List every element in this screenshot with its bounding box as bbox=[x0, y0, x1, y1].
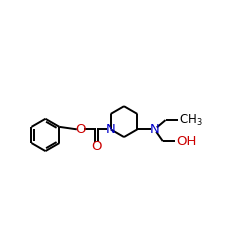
Text: N: N bbox=[106, 123, 116, 136]
Text: O: O bbox=[91, 140, 102, 153]
Text: O: O bbox=[76, 123, 86, 136]
Text: N: N bbox=[150, 123, 160, 136]
Text: OH: OH bbox=[176, 135, 197, 148]
Text: CH$_3$: CH$_3$ bbox=[179, 112, 203, 128]
